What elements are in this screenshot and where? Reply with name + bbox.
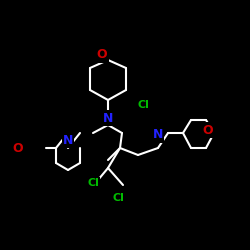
Text: N: N: [63, 134, 73, 146]
Text: Cl: Cl: [137, 100, 149, 110]
Text: N: N: [153, 128, 163, 141]
Text: O: O: [13, 142, 23, 154]
Text: O: O: [97, 48, 107, 62]
Text: N: N: [103, 112, 113, 124]
Text: Cl: Cl: [112, 193, 124, 203]
Text: O: O: [203, 124, 213, 136]
Text: Cl: Cl: [87, 178, 99, 188]
